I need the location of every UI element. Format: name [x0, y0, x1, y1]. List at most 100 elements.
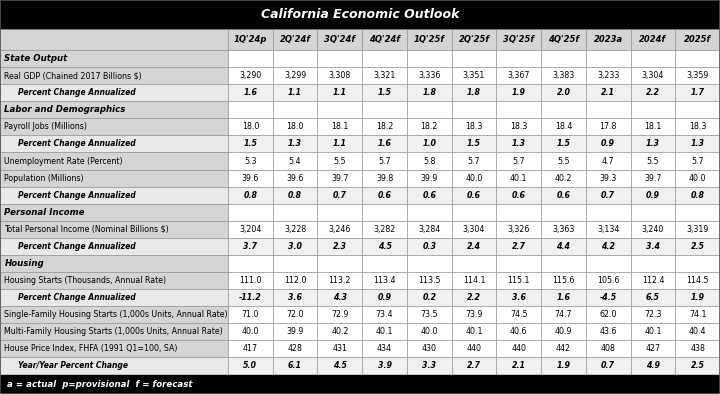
Text: 62.0: 62.0: [600, 310, 617, 319]
Bar: [228, 357, 273, 375]
Bar: [318, 340, 362, 357]
Text: 430: 430: [422, 344, 437, 353]
Bar: [451, 67, 496, 84]
Bar: [407, 169, 451, 187]
Text: 18.3: 18.3: [510, 123, 528, 131]
Text: 105.6: 105.6: [597, 276, 619, 285]
Text: 40.0: 40.0: [689, 174, 706, 182]
Bar: [273, 28, 318, 50]
Bar: [407, 136, 451, 152]
Bar: [407, 204, 451, 221]
Bar: [228, 28, 273, 50]
Text: 0.6: 0.6: [512, 191, 526, 200]
Bar: [451, 272, 496, 289]
Bar: [362, 357, 407, 375]
Bar: [496, 50, 541, 67]
Text: Multi-Family Housing Starts (1,000s Units, Annual Rate): Multi-Family Housing Starts (1,000s Unit…: [4, 327, 223, 336]
Bar: [541, 255, 586, 272]
Text: 3,282: 3,282: [374, 225, 396, 234]
Bar: [0, 169, 228, 187]
Text: 1.9: 1.9: [512, 88, 526, 97]
Bar: [541, 67, 586, 84]
Bar: [407, 101, 451, 118]
Bar: [631, 357, 675, 375]
Text: Housing Starts (Thousands, Annual Rate): Housing Starts (Thousands, Annual Rate): [4, 276, 166, 285]
Text: a = actual  p=provisional  f = forecast: a = actual p=provisional f = forecast: [7, 380, 192, 389]
Text: 3,359: 3,359: [686, 71, 708, 80]
Text: 40.0: 40.0: [465, 174, 482, 182]
Text: 5.0: 5.0: [243, 361, 257, 370]
Bar: [318, 118, 362, 136]
Text: 112.4: 112.4: [642, 276, 664, 285]
Bar: [541, 152, 586, 169]
Text: 0.9: 0.9: [646, 191, 660, 200]
Text: 2024f: 2024f: [639, 35, 667, 44]
Text: 1Q'25f: 1Q'25f: [414, 35, 445, 44]
Bar: [407, 67, 451, 84]
Bar: [496, 238, 541, 255]
Text: 4.4: 4.4: [557, 242, 570, 251]
Text: 72.0: 72.0: [287, 310, 304, 319]
Bar: [0, 357, 228, 375]
Bar: [586, 340, 631, 357]
Text: 0.7: 0.7: [601, 361, 615, 370]
Bar: [541, 101, 586, 118]
Bar: [407, 187, 451, 204]
Text: 39.6: 39.6: [242, 174, 259, 182]
Bar: [496, 340, 541, 357]
Text: 3,304: 3,304: [642, 71, 664, 80]
Bar: [631, 118, 675, 136]
Text: 3.4: 3.4: [646, 242, 660, 251]
Text: 3,284: 3,284: [418, 225, 441, 234]
Bar: [362, 323, 407, 340]
Bar: [541, 28, 586, 50]
Text: 3,321: 3,321: [374, 71, 396, 80]
Text: 39.6: 39.6: [287, 174, 304, 182]
Bar: [318, 272, 362, 289]
Bar: [675, 84, 720, 101]
Bar: [451, 187, 496, 204]
Text: 2.7: 2.7: [467, 361, 481, 370]
Text: 2.5: 2.5: [690, 242, 705, 251]
Bar: [631, 238, 675, 255]
Bar: [228, 289, 273, 306]
Text: 0.3: 0.3: [422, 242, 436, 251]
Text: 431: 431: [333, 344, 347, 353]
Bar: [675, 323, 720, 340]
Text: 3,363: 3,363: [552, 225, 575, 234]
Bar: [451, 84, 496, 101]
Bar: [675, 340, 720, 357]
Bar: [586, 204, 631, 221]
Text: 1.8: 1.8: [467, 88, 481, 97]
Text: Population (Millions): Population (Millions): [4, 174, 84, 182]
Text: 3Q'25f: 3Q'25f: [503, 35, 534, 44]
Text: 0.7: 0.7: [333, 191, 347, 200]
Bar: [407, 152, 451, 169]
Bar: [496, 118, 541, 136]
Text: 3,228: 3,228: [284, 225, 306, 234]
Text: 40.1: 40.1: [376, 327, 393, 336]
Text: 18.1: 18.1: [331, 123, 348, 131]
Text: 4.2: 4.2: [601, 242, 615, 251]
Text: Total Personal Income (Nominal Billions $): Total Personal Income (Nominal Billions …: [4, 225, 169, 234]
Bar: [318, 101, 362, 118]
Bar: [451, 136, 496, 152]
Text: 4.9: 4.9: [646, 361, 660, 370]
Text: 3.9: 3.9: [377, 361, 392, 370]
Bar: [675, 67, 720, 84]
Bar: [318, 323, 362, 340]
Text: Payroll Jobs (Millions): Payroll Jobs (Millions): [4, 123, 87, 131]
Bar: [0, 0, 720, 28]
Text: 0.9: 0.9: [377, 293, 392, 302]
Text: 3,367: 3,367: [508, 71, 530, 80]
Bar: [318, 169, 362, 187]
Text: 2023a: 2023a: [593, 35, 623, 44]
Text: 417: 417: [243, 344, 258, 353]
Bar: [0, 306, 228, 323]
Text: 1.5: 1.5: [467, 139, 481, 149]
Bar: [496, 136, 541, 152]
Bar: [451, 28, 496, 50]
Bar: [631, 272, 675, 289]
Bar: [273, 306, 318, 323]
Text: 442: 442: [556, 344, 571, 353]
